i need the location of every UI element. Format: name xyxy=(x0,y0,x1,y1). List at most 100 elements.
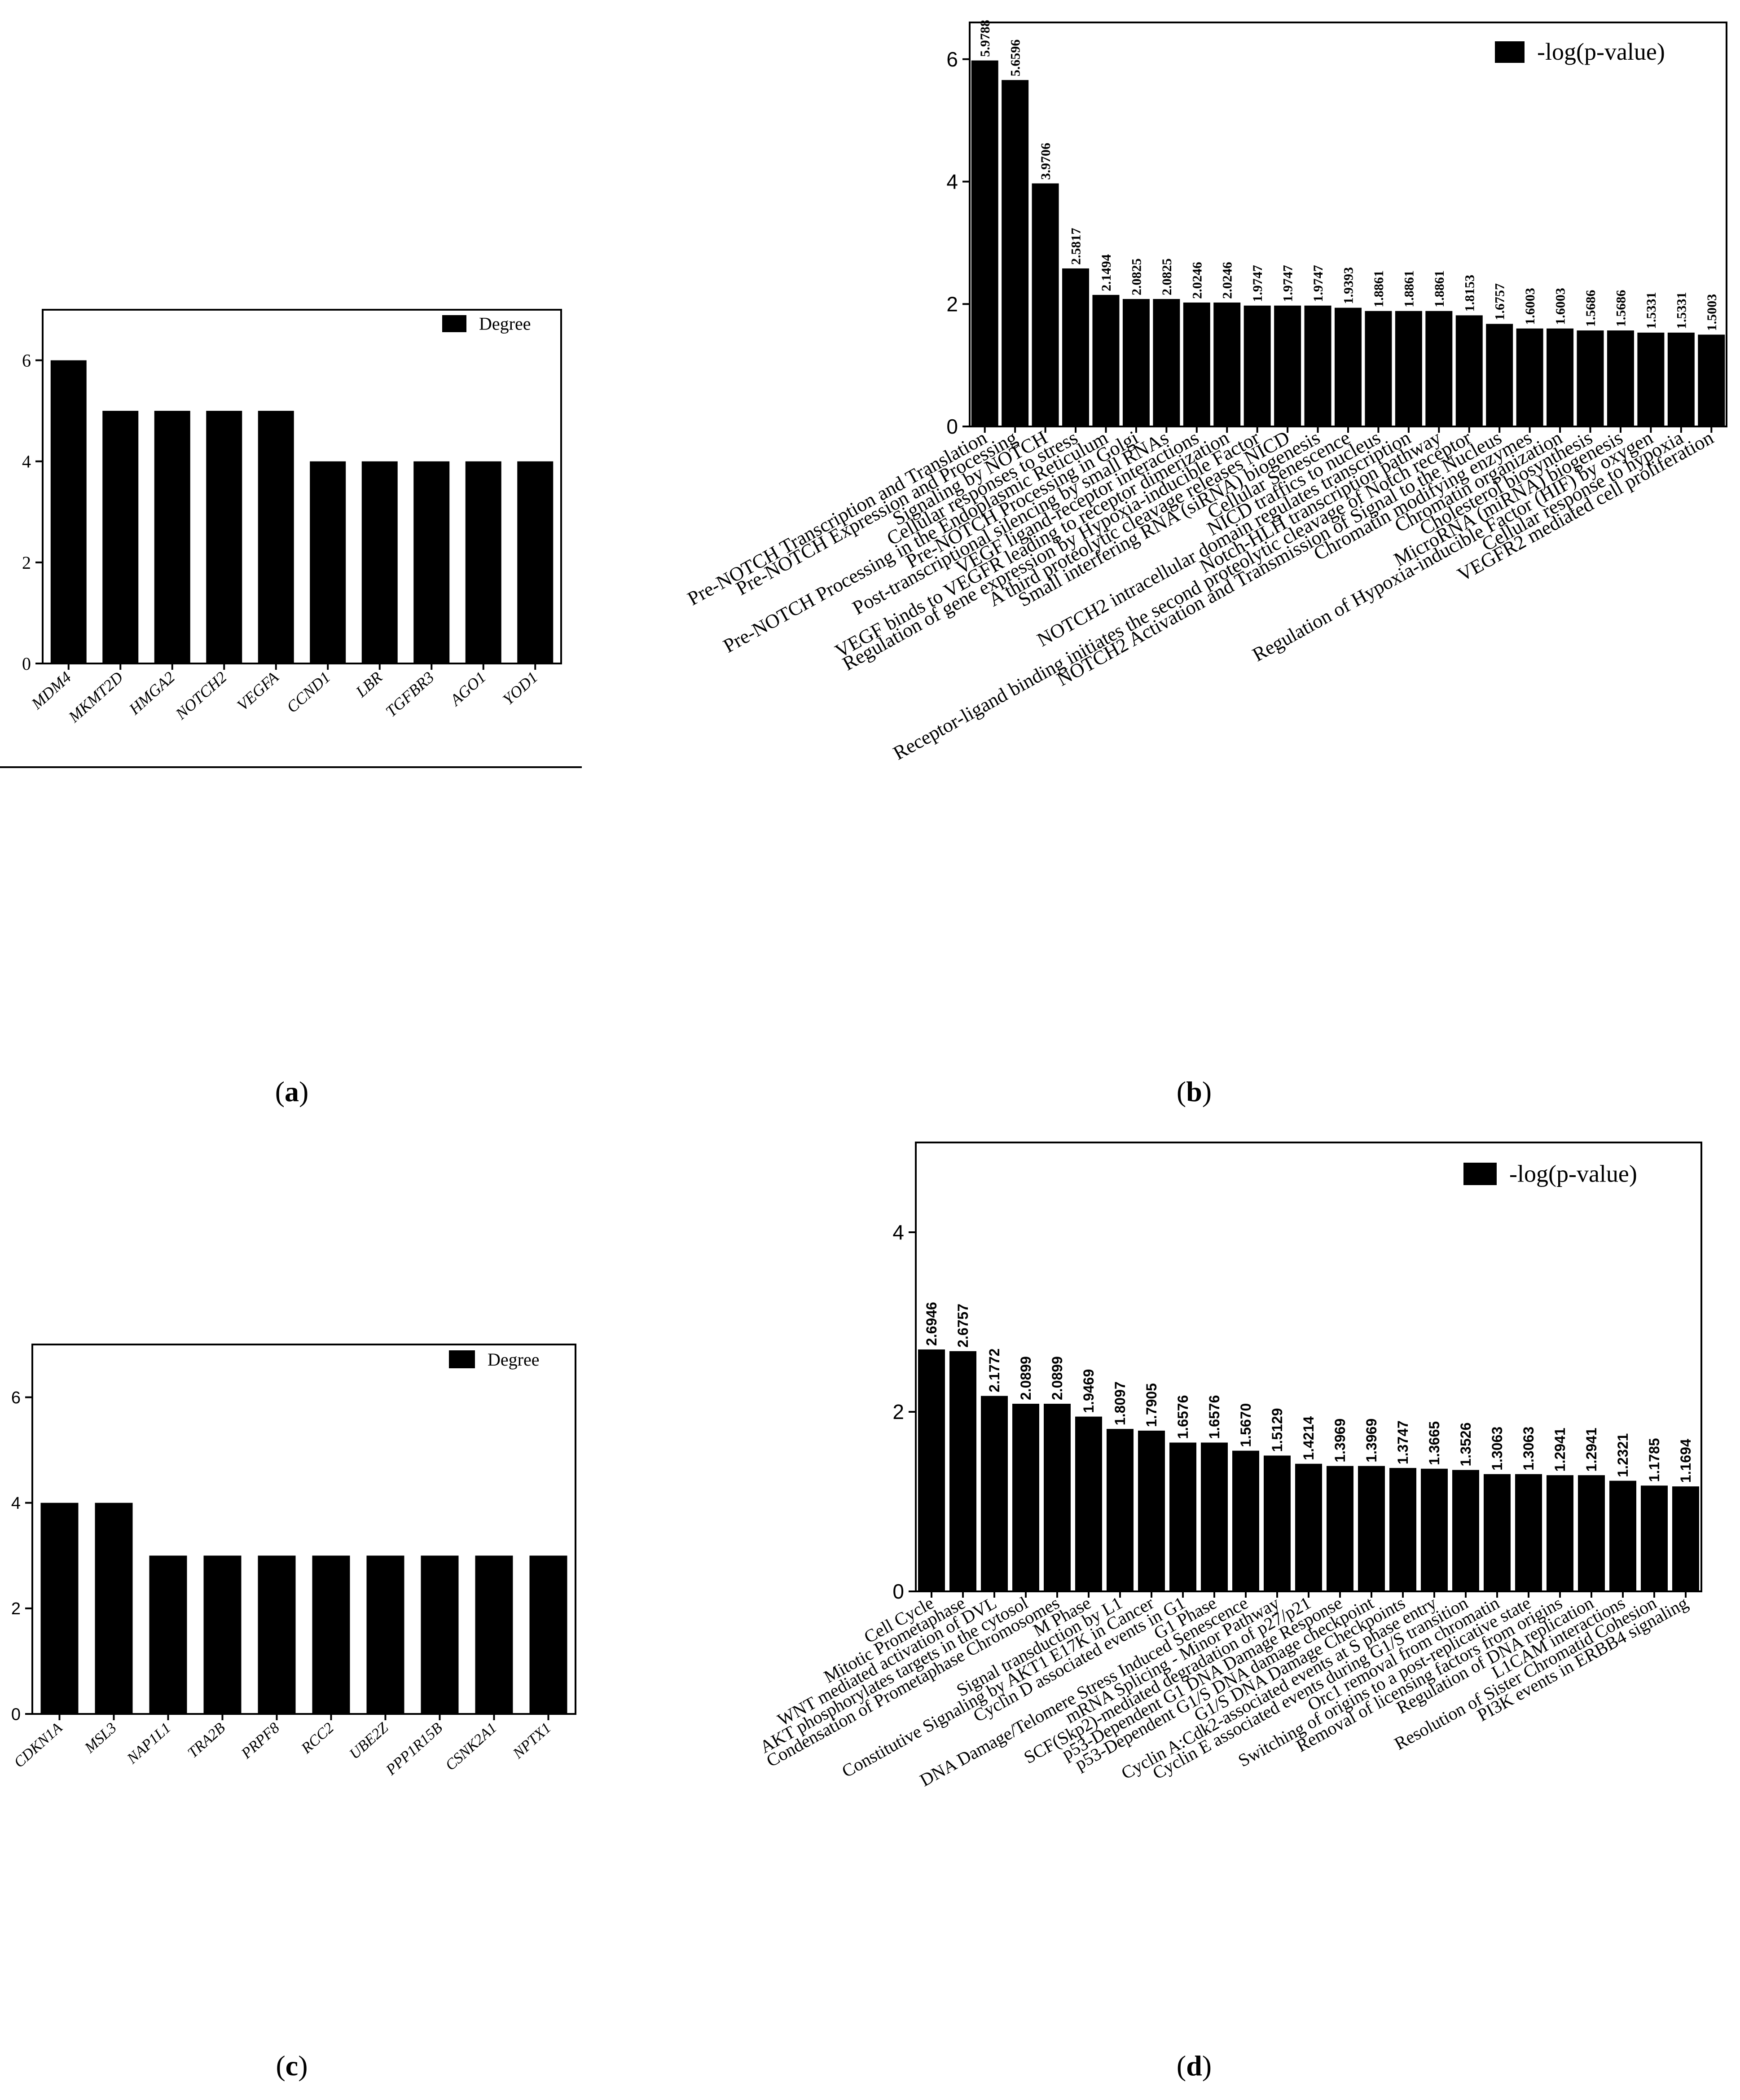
bar xyxy=(1012,1404,1039,1591)
bar xyxy=(1358,1466,1385,1591)
bar xyxy=(366,1555,404,1714)
bar xyxy=(1516,328,1543,426)
bar xyxy=(1452,1470,1479,1591)
legend-label: Degree xyxy=(488,1349,539,1370)
bar-value-label: 1.5003 xyxy=(1705,294,1719,331)
bar-value-label: 1.3969 xyxy=(1363,1419,1380,1463)
bar xyxy=(465,461,501,663)
bar-value-label: 5.6596 xyxy=(1008,40,1023,77)
bar-value-label: 1.6757 xyxy=(1493,283,1507,321)
bar xyxy=(1547,328,1574,426)
bar xyxy=(1044,1404,1071,1591)
bar xyxy=(1365,311,1392,426)
bar-value-label: 1.9469 xyxy=(1081,1369,1097,1413)
bar xyxy=(1062,268,1090,426)
bar xyxy=(1425,311,1453,426)
bar xyxy=(1032,183,1059,426)
bar-value-label: 1.3665 xyxy=(1426,1421,1442,1465)
bar xyxy=(154,411,190,663)
y-tick-label: 6 xyxy=(11,1388,21,1407)
bar-value-label: 1.3969 xyxy=(1332,1419,1348,1463)
bar-value-label: 2.0825 xyxy=(1160,259,1174,296)
bar xyxy=(258,411,294,663)
chart-panel-b: 0 2 4 6 5.9788 Pre-NOTCH Transcription and Tr… xyxy=(684,20,1727,764)
bar xyxy=(1243,305,1271,426)
bar-value-label: 1.9747 xyxy=(1281,265,1296,302)
bar xyxy=(1578,1475,1605,1591)
bar xyxy=(40,1503,79,1714)
bar-value-label: 1.9747 xyxy=(1311,265,1326,302)
bar-value-label: 1.2941 xyxy=(1583,1428,1599,1472)
y-tick-label: 4 xyxy=(11,1494,21,1513)
bar-value-label: 1.5331 xyxy=(1674,292,1689,329)
bar xyxy=(1395,311,1422,426)
bar xyxy=(517,461,554,663)
bar xyxy=(1335,308,1362,426)
caption-b: (b) xyxy=(1176,1076,1212,1107)
legend-swatch xyxy=(1495,41,1525,63)
bar-value-label: 1.5686 xyxy=(1583,290,1598,327)
bar-value-label: 1.6576 xyxy=(1206,1395,1222,1439)
plot-frame xyxy=(31,1344,576,1715)
bar xyxy=(1183,302,1210,426)
bar xyxy=(1075,1416,1102,1591)
bar-value-label: 1.2321 xyxy=(1615,1433,1631,1477)
bar-value-label: 2.6946 xyxy=(923,1302,940,1346)
bar xyxy=(1515,1474,1542,1591)
bar xyxy=(149,1555,187,1714)
caption-d: (d) xyxy=(1176,2050,1212,2082)
bar-value-label: 1.7905 xyxy=(1143,1383,1160,1427)
bar xyxy=(475,1555,513,1714)
bar-value-label: 2.1494 xyxy=(1099,254,1114,291)
bar-value-label: 2.0246 xyxy=(1220,262,1235,299)
bar xyxy=(1264,1455,1291,1591)
bar xyxy=(1547,1475,1573,1591)
bar xyxy=(1577,330,1604,426)
bar-value-label: 5.9788 xyxy=(978,20,993,57)
bar-value-label: 1.6003 xyxy=(1523,288,1538,325)
bar-value-label: 1.3063 xyxy=(1489,1427,1505,1471)
bar xyxy=(1138,1430,1165,1591)
bar-value-label: 1.3747 xyxy=(1395,1420,1411,1464)
bar xyxy=(1327,1466,1353,1591)
bar-value-label: 1.9393 xyxy=(1341,267,1356,304)
bar xyxy=(206,411,242,663)
bar xyxy=(1002,80,1029,427)
bar xyxy=(1304,305,1331,426)
bar xyxy=(1153,299,1180,426)
bar xyxy=(310,461,346,663)
chart-panel-d: 0 2 4 2.6946 Cell Cycle 2.6757 Mitotic Prometa… xyxy=(756,1142,1702,1790)
bar-value-label: 1.8097 xyxy=(1112,1381,1128,1425)
bar xyxy=(1609,1481,1636,1591)
bar xyxy=(1107,1429,1134,1591)
bar-value-label: 1.1785 xyxy=(1646,1438,1662,1482)
bar-value-label: 1.5129 xyxy=(1269,1408,1285,1452)
bar xyxy=(1295,1463,1322,1591)
bar xyxy=(918,1349,945,1591)
bar-value-label: 1.6003 xyxy=(1553,288,1568,325)
panel-a-underline xyxy=(0,766,582,768)
bar-value-label: 1.5670 xyxy=(1238,1403,1254,1447)
bar xyxy=(1421,1468,1448,1591)
bar-value-label: 1.5686 xyxy=(1613,290,1628,327)
y-tick-label: 2 xyxy=(946,292,958,316)
bar-value-label: 1.6576 xyxy=(1175,1395,1191,1439)
y-tick-label: 2 xyxy=(22,553,31,573)
bar-value-label: 1.3063 xyxy=(1520,1427,1537,1471)
bar xyxy=(1607,330,1634,426)
y-tick-label: 2 xyxy=(11,1599,21,1618)
bar-value-label: 2.0899 xyxy=(1049,1356,1065,1400)
bar xyxy=(1213,302,1241,426)
bar xyxy=(529,1555,567,1714)
y-tick-label: 4 xyxy=(22,452,31,472)
bar xyxy=(203,1555,242,1714)
bar xyxy=(50,360,87,663)
bar xyxy=(312,1555,350,1714)
bar xyxy=(981,1396,1008,1591)
bar xyxy=(1455,315,1483,426)
bar xyxy=(1637,332,1665,426)
bar xyxy=(1169,1442,1196,1591)
